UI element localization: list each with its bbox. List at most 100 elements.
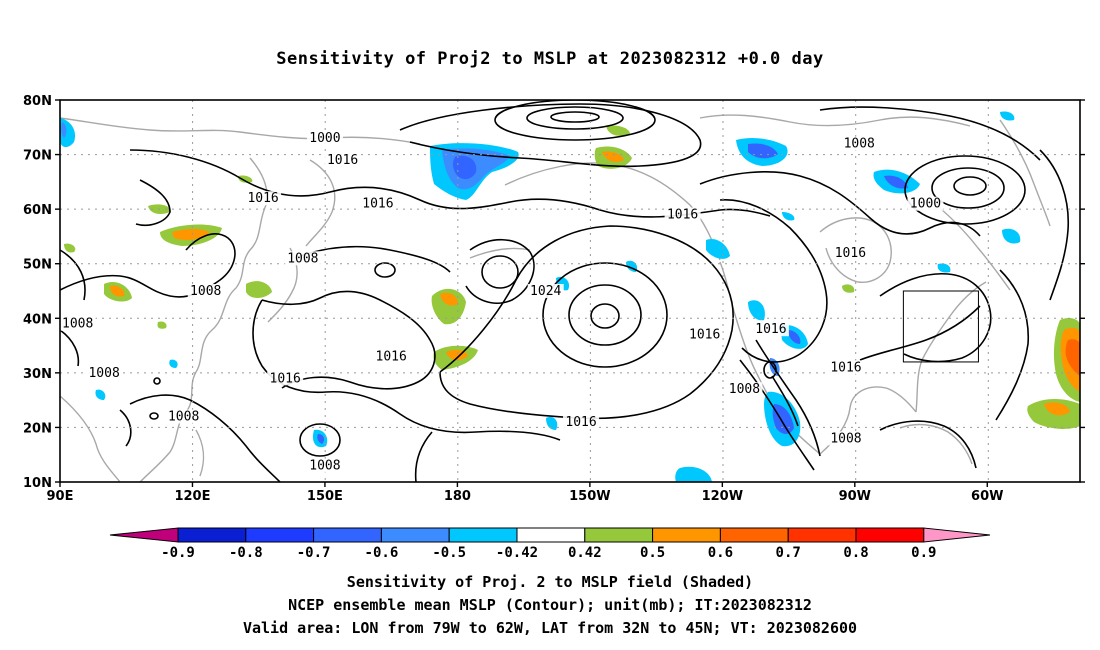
shade-negative — [788, 330, 801, 344]
caption-valid-area: Valid area: LON from 79W to 62W, LAT fro… — [242, 619, 858, 637]
valid-area-rectangle — [902, 290, 979, 363]
contour-label-bg — [373, 349, 410, 364]
shade-negative — [748, 300, 765, 321]
contour-label: 1008 — [830, 431, 861, 446]
shade-negative — [937, 263, 951, 273]
contour-label: 1008 — [729, 382, 760, 397]
coastline-kamchatka — [305, 159, 336, 247]
colorbar-label: 0.42 — [568, 545, 602, 561]
contour-label: 1024 — [530, 284, 561, 299]
contour-low-baja — [763, 361, 777, 379]
colorbar-label: 0.8 — [843, 545, 868, 561]
colorbar-triangle-high — [923, 527, 991, 543]
shade-negative — [884, 175, 908, 189]
colorbar-box — [855, 527, 925, 543]
caption-shading: Sensitivity of Proj. 2 to MSLP field (Sh… — [346, 573, 754, 591]
shade-positive — [246, 281, 272, 298]
lon-label: 120W — [702, 489, 743, 504]
contour-label-bg — [306, 458, 343, 473]
colorbar-triangle-low — [109, 527, 179, 543]
contour-label: 1008 — [309, 459, 340, 474]
contour-label-bg — [86, 365, 123, 380]
lat-label: 30N — [23, 367, 52, 382]
contour-label-bg — [245, 191, 282, 206]
coastline-north-asia — [60, 117, 421, 145]
contour-1016-pac-trop — [414, 431, 433, 482]
coastline-us-east — [915, 281, 987, 413]
contour-low-scs — [119, 409, 132, 447]
colorbar: -0.9 -0.8 -0.7 -0.6 -0.5 -0.42 0.42 0.5 0.6 0.7 0.… — [109, 527, 991, 561]
coastline-east-asia — [139, 157, 268, 482]
contour-label: 1008 — [168, 410, 199, 425]
coastline-philippines — [195, 429, 205, 477]
contour-low-1000-atl — [904, 155, 1026, 225]
colorbar-label: -0.42 — [496, 545, 538, 561]
contour-label: 1016 — [667, 208, 698, 223]
coastline-se-asia — [60, 395, 121, 482]
lon-label: 150E — [307, 489, 343, 504]
contour-1016-east — [859, 305, 981, 361]
contour-label: 1016 — [270, 371, 301, 386]
contour-1016-canada — [699, 171, 981, 237]
coastline-labrador — [929, 199, 1011, 291]
contour-low-wpac — [374, 262, 396, 278]
colorbar-box — [584, 527, 654, 543]
colorbar-box — [719, 527, 789, 543]
contour-1008-south — [129, 394, 281, 482]
coastlines — [60, 114, 1051, 482]
colorbar-box — [313, 527, 382, 543]
colorbar-label: 0.6 — [708, 545, 733, 561]
coastline-aleutians — [469, 247, 531, 259]
contour-label: 1016 — [830, 360, 861, 375]
lat-label: 60N — [23, 203, 52, 218]
shade-negative — [782, 212, 795, 221]
contour-low-arctic-core — [550, 111, 600, 123]
shade-positive — [64, 243, 76, 253]
sensitivity-shading — [60, 111, 1080, 482]
lon-label: 120E — [174, 489, 210, 504]
lat-label: 40N — [23, 312, 52, 327]
map-title: Sensitivity of Proj2 to MSLP at 20230823… — [276, 49, 824, 69]
contour-1016-arctic — [399, 103, 702, 168]
contour-1016-mex — [739, 359, 815, 471]
contour-low-atl-inner — [931, 167, 1005, 209]
contour-far-west-high — [60, 249, 86, 301]
contour-label: 1008 — [62, 317, 93, 332]
contour-label-bg — [187, 284, 224, 298]
contour-label: 1016 — [755, 322, 786, 337]
contour-label: 1016 — [565, 415, 596, 430]
colorbar-label: -0.8 — [229, 545, 263, 561]
shade-negative — [169, 359, 178, 368]
shade-positive — [602, 151, 624, 162]
contour-label-bg — [827, 431, 864, 446]
colorbar-label: 0.9 — [911, 545, 936, 561]
lat-label: 70N — [23, 149, 52, 164]
contour-trough-inner — [771, 375, 799, 427]
contour-low-atl-core — [953, 176, 987, 196]
contour-low-tropical — [299, 423, 341, 457]
contour-label-bg — [563, 414, 600, 429]
shade-positive — [606, 125, 630, 136]
contour-label: 1016 — [327, 153, 358, 168]
contour-label: 1000 — [910, 197, 941, 212]
lon-label: 150W — [569, 489, 610, 504]
contour-1008-mid — [135, 179, 171, 227]
shade-negative — [317, 434, 325, 444]
contour-low-150e — [149, 412, 159, 420]
lat-label: 20N — [23, 421, 52, 436]
lon-label: 90E — [47, 489, 74, 504]
coastline-hudson-bay — [819, 217, 892, 283]
shade-negative — [748, 143, 778, 159]
contour-label-bg — [827, 360, 864, 375]
contour-label: 1016 — [362, 197, 393, 212]
contour-label-bg — [267, 371, 304, 386]
colorbar-label: -0.9 — [161, 545, 195, 561]
colorbar-label: -0.7 — [297, 545, 331, 561]
contour-high-inner — [568, 284, 642, 346]
contour-labels: 1000 1016 1008 1016 1016 1016 1000 1016 1008 1024… — [59, 131, 944, 474]
contour-1008-caribbean — [879, 420, 977, 469]
contour-1016-atl-east — [819, 106, 1041, 161]
contour-label-bg — [306, 131, 343, 146]
colorbar-label: -0.6 — [365, 545, 399, 561]
shade-negative — [772, 404, 794, 434]
